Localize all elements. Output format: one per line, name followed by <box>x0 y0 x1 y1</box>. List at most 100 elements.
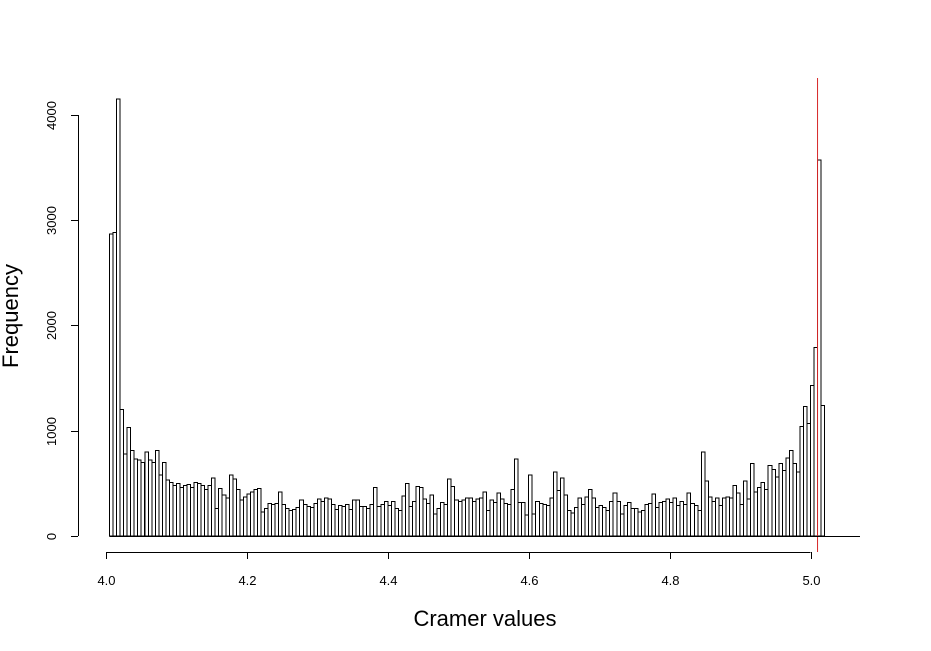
histogram-bar <box>355 499 361 537</box>
histogram-bar <box>669 501 674 537</box>
x-tick-label: 5.0 <box>802 573 820 588</box>
histogram-bar <box>707 496 713 537</box>
histogram-bar <box>320 500 325 537</box>
histogram-bar <box>602 507 607 537</box>
histogram-bar <box>750 462 755 537</box>
histogram-bar <box>313 502 318 537</box>
histogram-bar <box>221 494 227 537</box>
histogram-bar <box>161 461 167 537</box>
histogram-bar <box>373 487 378 537</box>
histogram-bar <box>175 482 181 537</box>
histogram-bar <box>401 495 406 537</box>
histogram-bar <box>380 503 385 537</box>
histogram-bar <box>559 477 565 537</box>
histogram-bar <box>429 494 435 537</box>
histogram-bar <box>436 508 442 537</box>
histogram-bar <box>665 498 671 537</box>
histogram-bar <box>757 487 762 537</box>
histogram-bar <box>242 496 248 537</box>
x-tick-label: 4.6 <box>520 573 538 588</box>
histogram-bar <box>197 482 202 537</box>
histogram-bar <box>806 422 811 537</box>
x-axis: 4.0 4.2 4.4 4.6 4.8 5.0 <box>97 536 860 588</box>
histogram-bar <box>573 507 579 537</box>
histogram-bar <box>225 497 230 537</box>
histogram-bar <box>397 510 403 537</box>
histogram-bar <box>690 502 695 537</box>
histogram-bar <box>736 492 741 537</box>
histogram-bar <box>394 508 399 537</box>
histogram-bar <box>686 492 692 537</box>
histogram-bar <box>683 503 688 537</box>
histogram-bar <box>612 492 618 537</box>
y-tick-label: 1000 <box>44 417 59 446</box>
histogram-bar <box>785 457 790 537</box>
histogram-bar <box>278 491 283 537</box>
histogram-bar <box>299 499 304 537</box>
histogram-bar <box>228 474 234 537</box>
histogram-bar <box>489 499 494 537</box>
histogram-bar <box>514 458 519 537</box>
histogram-bar <box>112 232 118 537</box>
histogram-bar <box>711 500 716 537</box>
y-tick-label: 2000 <box>44 311 59 340</box>
histogram-bar <box>478 497 484 537</box>
histogram-bar <box>246 493 251 537</box>
histogram-bar <box>570 512 575 537</box>
histogram-bar <box>193 481 199 537</box>
histogram-bar <box>256 488 262 537</box>
y-tick-label: 0 <box>44 533 59 540</box>
histogram-bar <box>327 498 332 537</box>
histogram-bar <box>119 409 125 537</box>
histogram-bar <box>450 486 456 537</box>
histogram-bar <box>151 461 156 537</box>
histogram-bar <box>147 459 153 537</box>
histogram-bar <box>778 462 783 537</box>
y-axis-title: Frequency <box>0 264 23 368</box>
histogram-bar <box>130 450 135 537</box>
histogram-bar <box>647 502 653 537</box>
histogram-bar <box>820 404 826 537</box>
histogram-bar <box>655 507 660 537</box>
histogram-bar <box>285 508 290 537</box>
histogram-bar <box>376 506 382 537</box>
histogram-bar <box>468 497 473 537</box>
histogram-bar <box>183 484 188 537</box>
histogram-bar <box>788 450 794 537</box>
histogram-bar <box>781 470 787 537</box>
histogram-bar <box>295 507 301 537</box>
histogram-bar <box>165 479 170 537</box>
x-tick-label: 4.4 <box>379 573 397 588</box>
histogram-bar <box>249 491 255 537</box>
histogram-bar <box>309 507 315 537</box>
histogram-bar <box>739 503 745 537</box>
histogram-bar <box>619 513 625 537</box>
histogram-bar <box>330 503 336 537</box>
histogram-bar <box>475 498 480 537</box>
histogram-bar <box>633 508 639 537</box>
histogram-bar <box>605 510 611 537</box>
histogram-bar <box>538 502 544 537</box>
histogram-bar <box>802 405 808 537</box>
histogram-bar <box>232 478 237 537</box>
histogram-bar <box>672 497 678 537</box>
histogram-bar <box>116 98 121 537</box>
histogram-bar <box>239 499 244 537</box>
histogram-bar <box>718 504 723 537</box>
histogram-bar <box>341 506 347 537</box>
x-axis-title: Cramer values <box>413 606 556 631</box>
histogram-bar <box>109 233 114 537</box>
histogram-bar <box>732 484 738 537</box>
histogram-bar <box>700 451 706 537</box>
histogram-bar <box>676 504 681 537</box>
histogram-bar <box>721 497 727 537</box>
histogram-bar <box>609 500 614 537</box>
histogram-bar <box>123 453 128 537</box>
histogram-bar <box>433 513 438 537</box>
histogram-bar <box>292 509 297 537</box>
histogram-bar <box>390 500 396 537</box>
histogram-bar <box>316 498 322 537</box>
histogram-bar <box>267 502 273 537</box>
histogram-bar <box>577 497 583 537</box>
